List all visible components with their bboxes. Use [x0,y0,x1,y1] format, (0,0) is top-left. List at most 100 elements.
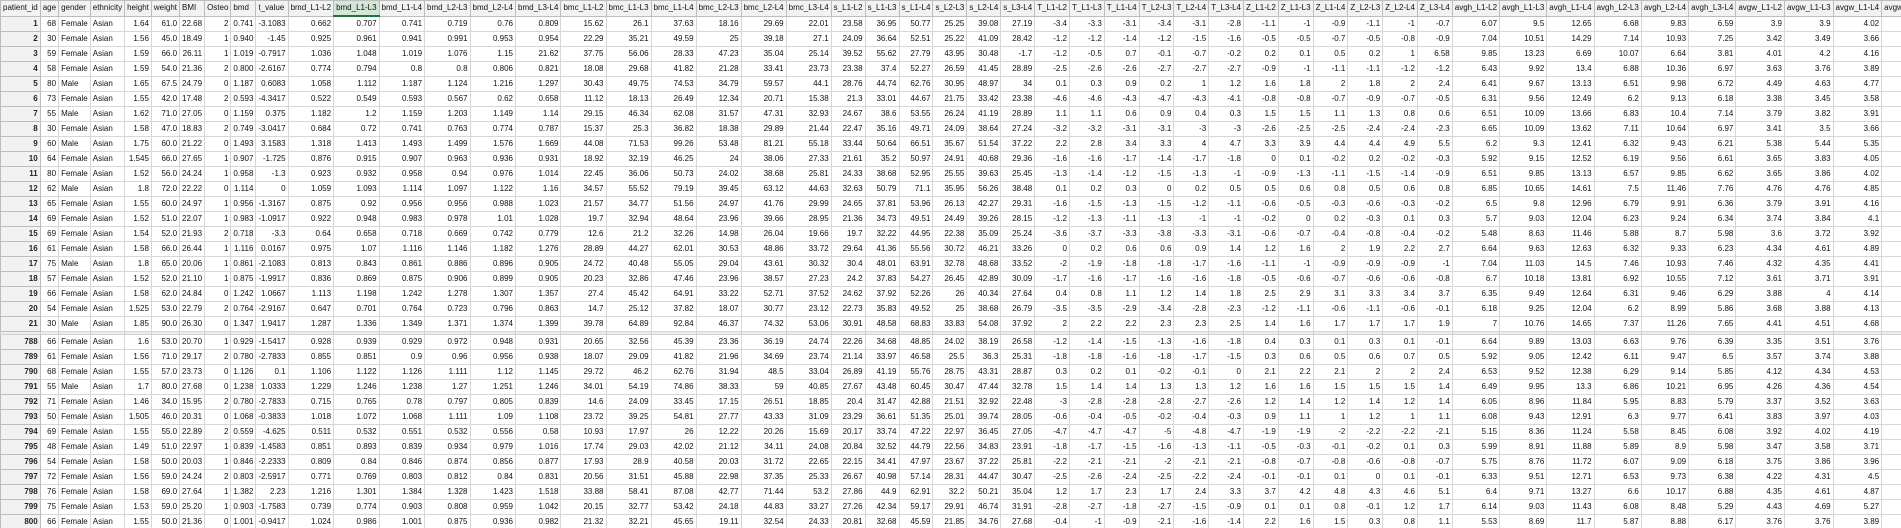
table-cell[interactable]: Female [58,514,91,528]
table-cell[interactable]: 0.2 [1173,181,1210,197]
table-cell[interactable]: 18.07 [560,349,607,365]
table-cell[interactable]: -0.9 [1347,91,1384,107]
table-cell[interactable]: 5.29 [1688,499,1737,515]
table-cell[interactable]: 6.31 [1593,286,1642,302]
table-cell[interactable]: 0.797 [424,394,471,410]
table-cell[interactable]: 38.06 [740,151,787,167]
table-cell[interactable]: 24.65 [830,196,866,212]
table-cell[interactable]: -2.6 [1208,394,1244,410]
table-cell[interactable]: 1.097 [424,181,471,197]
table-cell[interactable]: 0.593 [378,91,426,107]
table-cell[interactable]: 27.05 [1000,424,1036,440]
table-cell[interactable]: 27.64 [1000,286,1036,302]
table-cell[interactable]: -1.6 [1208,256,1244,272]
table-cell[interactable]: 0 [204,316,232,332]
table-cell[interactable]: 10.51 [1499,31,1548,47]
table-cell[interactable]: -4.7 [1069,424,1105,440]
table-cell[interactable]: Asian [89,121,126,137]
table-cell[interactable]: 18.83 [179,121,206,137]
column-header[interactable]: gender [58,0,91,17]
table-cell[interactable]: 1 [204,271,232,287]
table-cell[interactable]: 4.53 [1832,364,1883,380]
table-cell[interactable]: 0.846 [230,454,257,470]
table-cell[interactable]: 26.49 [650,91,697,107]
table-cell[interactable]: 74.86 [650,379,697,395]
table-cell[interactable]: 1.4 [1069,379,1105,395]
table-cell[interactable]: 37.83 [864,271,900,287]
table-cell[interactable]: 8.83 [1640,394,1690,410]
table-cell[interactable]: 0.931 [514,334,562,350]
table-cell[interactable]: -1.2 [1382,61,1418,77]
table-cell[interactable]: 1.64 [124,15,152,32]
table-cell[interactable]: 0 [204,514,232,528]
table-cell[interactable]: 23.91 [1000,439,1036,455]
table-cell[interactable]: 24.08 [785,439,832,455]
table-cell[interactable]: 37.22 [966,454,1002,470]
table-cell[interactable]: 1 [204,334,232,350]
table-cell[interactable]: 41.82 [650,61,697,77]
table-cell[interactable]: 14.7 [560,301,607,317]
table-cell[interactable]: -3.6 [1034,226,1070,242]
table-cell[interactable]: 7.11 [1593,121,1642,137]
table-cell[interactable]: 4.77 [1832,76,1883,92]
table-cell[interactable]: 3.35 [1735,334,1785,350]
table-cell[interactable]: 4.51 [1783,316,1834,332]
table-cell[interactable]: 37.75 [560,46,607,62]
table-cell[interactable]: -1 [1416,256,1453,272]
table-cell[interactable]: 47.31 [740,106,787,122]
table-cell[interactable]: 0.669 [424,226,471,242]
table-cell[interactable]: 1 [1312,409,1349,425]
table-cell[interactable]: 13.03 [1546,334,1595,350]
table-cell[interactable]: 21.2 [605,226,652,242]
table-cell[interactable]: 7.25 [1688,31,1737,47]
table-cell[interactable]: -1.2 [1138,31,1175,47]
table-cell[interactable]: 36.06 [605,166,652,182]
table-cell[interactable]: 6.23 [1593,211,1642,227]
table-cell[interactable]: 42.02 [650,439,697,455]
table-cell[interactable]: 1.5 [1242,106,1279,122]
table-cell[interactable]: 6.83 [1593,106,1642,122]
table-cell[interactable]: 0.877 [514,454,562,470]
table-cell[interactable]: 33.42 [966,91,1002,107]
row-id-cell[interactable]: 4 [0,61,41,77]
table-cell[interactable]: 7.04 [1451,256,1501,272]
table-cell[interactable]: 33.22 [695,286,742,302]
table-cell[interactable]: 0.6 [1103,106,1140,122]
table-cell[interactable]: 6.35 [1451,286,1501,302]
table-cell[interactable]: 48.64 [650,211,697,227]
table-cell[interactable]: 0.2 [1069,364,1105,380]
table-cell[interactable]: 71.0 [150,106,181,122]
table-cell[interactable]: 10.65 [1499,181,1548,197]
table-cell[interactable]: 25.12 [605,301,652,317]
table-cell[interactable]: 4.1 [1881,424,1901,440]
table-cell[interactable]: -1.6 [1173,271,1210,287]
table-cell[interactable]: 3.82 [1881,271,1901,287]
table-cell[interactable]: 22.68 [179,15,206,32]
table-cell[interactable]: -2.7 [1069,499,1105,515]
table-cell[interactable]: -3.1 [1208,226,1244,242]
table-cell[interactable]: 39.25 [605,409,652,425]
table-cell[interactable]: 27.26 [830,499,866,515]
table-cell[interactable]: 2.3 [1138,316,1175,332]
table-cell[interactable]: 25.31 [1000,349,1036,365]
table-cell[interactable]: 4.76 [1735,181,1785,197]
table-cell[interactable]: 1.371 [424,316,471,332]
table-cell[interactable]: 34.41 [864,454,900,470]
table-cell[interactable]: 0.567 [424,91,471,107]
table-cell[interactable]: 4.16 [1832,196,1883,212]
column-header[interactable]: s_L1-L4 [898,0,934,17]
table-cell[interactable]: 6.29 [1593,364,1642,380]
row-id-cell[interactable]: 788 [0,334,41,350]
table-cell[interactable]: -0.2 [1138,409,1175,425]
table-cell[interactable]: 3.92 [1735,424,1785,440]
row-id-cell[interactable]: 797 [0,469,41,485]
table-cell[interactable]: Female [58,424,91,440]
table-cell[interactable]: 1.7 [1382,316,1418,332]
table-cell[interactable]: -1.2 [1069,31,1105,47]
table-cell[interactable]: 15.38 [785,91,832,107]
table-cell[interactable]: 1.58 [124,484,152,500]
table-cell[interactable]: 25.33 [785,469,832,485]
table-cell[interactable]: 3.86 [1783,454,1834,470]
table-cell[interactable]: 0.923 [287,166,335,182]
table-cell[interactable]: 0 [1347,469,1384,485]
